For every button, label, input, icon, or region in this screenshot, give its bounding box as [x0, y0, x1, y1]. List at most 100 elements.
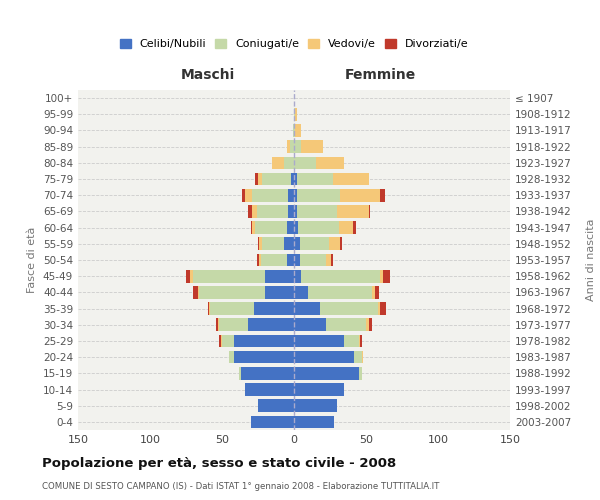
Bar: [316, 156, 344, 169]
Bar: [294, 205, 297, 218]
Bar: [331, 254, 333, 266]
Bar: [294, 156, 316, 169]
Bar: [288, 205, 294, 218]
Bar: [338, 222, 353, 234]
Bar: [239, 367, 241, 380]
Bar: [383, 270, 391, 282]
Bar: [248, 205, 252, 218]
Bar: [380, 302, 386, 315]
Bar: [257, 205, 288, 218]
Bar: [333, 172, 369, 186]
Bar: [219, 318, 248, 331]
Bar: [222, 334, 233, 347]
Bar: [359, 334, 360, 347]
Bar: [258, 238, 259, 250]
Y-axis label: Anni di nascita: Anni di nascita: [586, 219, 595, 301]
Bar: [216, 318, 218, 331]
Bar: [320, 302, 377, 315]
Bar: [287, 222, 294, 234]
Bar: [362, 351, 363, 364]
Bar: [255, 172, 258, 186]
Bar: [245, 383, 294, 396]
Bar: [219, 334, 221, 347]
Bar: [308, 286, 372, 298]
Bar: [369, 205, 370, 218]
Bar: [353, 222, 356, 234]
Bar: [287, 140, 290, 153]
Bar: [190, 270, 193, 282]
Bar: [294, 383, 344, 396]
Bar: [377, 302, 380, 315]
Bar: [329, 238, 340, 250]
Bar: [258, 400, 294, 412]
Text: COMUNE DI SESTO CAMPANO (IS) - Dati ISTAT 1° gennaio 2008 - Elaborazione TUTTITA: COMUNE DI SESTO CAMPANO (IS) - Dati ISTA…: [42, 482, 439, 491]
Bar: [290, 140, 294, 153]
Bar: [252, 205, 257, 218]
Legend: Celibi/Nubili, Coniugati/e, Vedovi/e, Divorziati/e: Celibi/Nubili, Coniugati/e, Vedovi/e, Di…: [115, 34, 473, 54]
Bar: [300, 238, 329, 250]
Bar: [288, 189, 294, 202]
Bar: [360, 334, 362, 347]
Bar: [209, 302, 211, 315]
Bar: [284, 238, 294, 250]
Bar: [257, 254, 259, 266]
Bar: [259, 238, 262, 250]
Y-axis label: Fasce di età: Fasce di età: [28, 227, 37, 293]
Bar: [294, 140, 301, 153]
Bar: [294, 286, 308, 298]
Bar: [272, 156, 284, 169]
Bar: [248, 318, 294, 331]
Bar: [294, 416, 334, 428]
Bar: [197, 286, 199, 298]
Bar: [294, 108, 295, 120]
Bar: [366, 318, 369, 331]
Bar: [186, 270, 190, 282]
Bar: [294, 318, 326, 331]
Bar: [259, 254, 261, 266]
Bar: [193, 286, 197, 298]
Bar: [340, 189, 380, 202]
Bar: [297, 189, 340, 202]
Bar: [252, 189, 288, 202]
Bar: [221, 334, 222, 347]
Bar: [293, 124, 294, 137]
Bar: [297, 172, 333, 186]
Bar: [262, 238, 284, 250]
Bar: [258, 172, 262, 186]
Bar: [294, 302, 320, 315]
Bar: [211, 302, 254, 315]
Bar: [294, 124, 295, 137]
Bar: [380, 270, 383, 282]
Text: Popolazione per età, sesso e stato civile - 2008: Popolazione per età, sesso e stato civil…: [42, 458, 396, 470]
Bar: [193, 270, 265, 282]
Bar: [326, 318, 366, 331]
Bar: [294, 254, 300, 266]
Bar: [297, 205, 337, 218]
Bar: [294, 367, 359, 380]
Bar: [326, 254, 331, 266]
Bar: [380, 189, 385, 202]
Bar: [265, 270, 294, 282]
Bar: [369, 318, 372, 331]
Bar: [337, 205, 369, 218]
Bar: [241, 367, 294, 380]
Bar: [218, 318, 219, 331]
Bar: [294, 238, 300, 250]
Bar: [199, 286, 265, 298]
Bar: [284, 156, 294, 169]
Bar: [294, 172, 297, 186]
Bar: [255, 222, 287, 234]
Bar: [229, 351, 233, 364]
Bar: [295, 124, 301, 137]
Bar: [252, 222, 255, 234]
Bar: [294, 270, 301, 282]
Bar: [242, 189, 245, 202]
Bar: [251, 222, 252, 234]
Bar: [254, 302, 294, 315]
Bar: [374, 286, 379, 298]
Bar: [261, 254, 287, 266]
Bar: [294, 222, 298, 234]
Bar: [287, 254, 294, 266]
Bar: [340, 238, 341, 250]
Text: Femmine: Femmine: [345, 68, 416, 82]
